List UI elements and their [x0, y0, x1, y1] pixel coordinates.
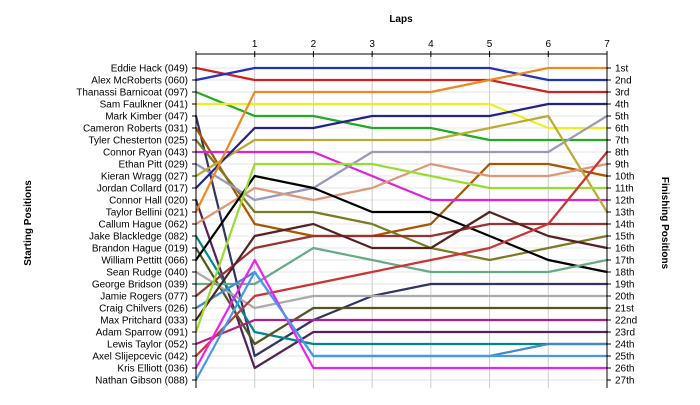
- series-line: [194, 222, 609, 298]
- finish-position-label: 4th: [615, 100, 629, 111]
- series-line: [194, 270, 609, 310]
- series-line: [194, 114, 609, 358]
- start-position-label: Tyler Chesterton (025): [89, 136, 189, 147]
- start-position-label: Thanassi Barnicoat (097): [76, 88, 188, 99]
- finish-position-label: 1st: [615, 64, 629, 75]
- series-line: [194, 114, 609, 214]
- series-line: [194, 270, 609, 382]
- finish-position-label: 6th: [615, 124, 629, 135]
- start-position-label: Nathan Gibson (088): [95, 376, 188, 387]
- series-line: [194, 66, 609, 214]
- finish-position-label: 14th: [615, 220, 634, 231]
- start-position-label: Connor Hall (020): [109, 196, 188, 207]
- series-line: [194, 126, 609, 238]
- finish-position-label: 15th: [615, 232, 634, 243]
- finish-position-label: 17th: [615, 256, 634, 267]
- start-position-label: Cameron Roberts (031): [83, 124, 188, 135]
- series-line: [194, 234, 609, 346]
- start-position-label: Jake Blackledge (082): [89, 232, 188, 243]
- start-position-label: Alex McRoberts (060): [91, 76, 188, 87]
- series-line: [194, 150, 609, 358]
- finish-position-label: 26th: [615, 364, 634, 375]
- start-position-label: Sean Rudge (040): [106, 268, 188, 279]
- finish-position-label: 11th: [615, 184, 634, 195]
- finish-position-label: 19th: [615, 280, 634, 291]
- axes: [192, 51, 611, 388]
- start-position-label: Callum Hague (062): [99, 220, 189, 231]
- start-position-label: Brandon Hague (019): [92, 244, 188, 255]
- start-position-label: Jordan Collard (017): [97, 184, 188, 195]
- x-axis-title: Laps: [389, 14, 413, 25]
- finish-position-label: 7th: [615, 136, 629, 147]
- y-axis-title-right: Finishing Positions: [659, 177, 670, 270]
- series-line: [194, 246, 609, 346]
- start-position-label: Kris Elliott (036): [117, 364, 188, 375]
- labels: 1 2 3 4 5 6 7 Eddie Hack (049)Alex McRoberts (0…: [76, 39, 637, 387]
- finish-position-label: 21st: [615, 304, 634, 315]
- start-position-label: Jamie Rogers (077): [100, 292, 188, 303]
- series-line: [194, 66, 609, 82]
- finish-position-label: 10th: [615, 172, 634, 183]
- start-position-label: Connor Ryan (043): [103, 148, 188, 159]
- finish-position-label: 8th: [615, 148, 629, 159]
- start-position-label: Lewis Taylor (052): [107, 340, 188, 351]
- series-line: [194, 150, 609, 202]
- series-line: [194, 102, 609, 130]
- start-position-label: George Bridson (039): [92, 280, 188, 291]
- series-line: [194, 258, 609, 370]
- start-position-label: Craig Chilvers (026): [99, 304, 188, 315]
- finish-position-label: 25th: [615, 352, 634, 363]
- x-tick-label: 2: [311, 39, 317, 50]
- start-position-label: Sam Faulkner (041): [100, 100, 188, 111]
- series-lines: [194, 66, 609, 382]
- start-position-label: Kieran Wragg (027): [101, 172, 188, 183]
- x-tick-label: 5: [487, 39, 493, 50]
- finish-position-label: 12th: [615, 196, 634, 207]
- series-line: [194, 318, 609, 346]
- start-position-label: Adam Sparrow (091): [96, 328, 188, 339]
- finish-position-label: 13th: [615, 208, 634, 219]
- series-line: [194, 102, 609, 190]
- start-position-label: Mark Kimber (047): [105, 112, 188, 123]
- series-line: [194, 162, 609, 334]
- series-line: [194, 162, 609, 226]
- series-line: [194, 174, 609, 274]
- finish-position-label: 9th: [615, 160, 629, 171]
- finish-position-label: 5th: [615, 112, 629, 123]
- start-position-label: Ethan Pitt (029): [119, 160, 188, 171]
- finish-position-label: 2nd: [615, 76, 632, 87]
- x-tick-label: 7: [604, 39, 610, 50]
- start-position-label: Eddie Hack (049): [111, 64, 188, 75]
- x-tick-label: 1: [252, 39, 258, 50]
- finish-position-label: 22nd: [615, 316, 637, 327]
- y-axis-title-left: Starting Positions: [23, 180, 34, 266]
- x-tick-label: 4: [428, 39, 434, 50]
- finish-position-label: 20th: [615, 292, 634, 303]
- finish-position-label: 27th: [615, 376, 634, 387]
- series-line: [194, 66, 609, 94]
- x-tick-label: 6: [546, 39, 552, 50]
- start-position-label: Taylor Bellini (021): [106, 208, 188, 219]
- finish-position-label: 24th: [615, 340, 634, 351]
- series-line: [194, 210, 609, 322]
- series-line: [194, 90, 609, 142]
- finish-position-label: 23rd: [615, 328, 635, 339]
- start-position-label: William Pettitt (066): [101, 256, 188, 267]
- finish-position-label: 3rd: [615, 88, 629, 99]
- start-position-label: Max Pritchard (033): [100, 316, 188, 327]
- x-tick-label: 3: [369, 39, 375, 50]
- finish-position-label: 16th: [615, 244, 634, 255]
- finish-position-label: 18th: [615, 268, 634, 279]
- series-line: [194, 114, 609, 202]
- start-position-label: Axel Slijepcevic (042): [92, 352, 188, 363]
- series-line: [194, 198, 609, 370]
